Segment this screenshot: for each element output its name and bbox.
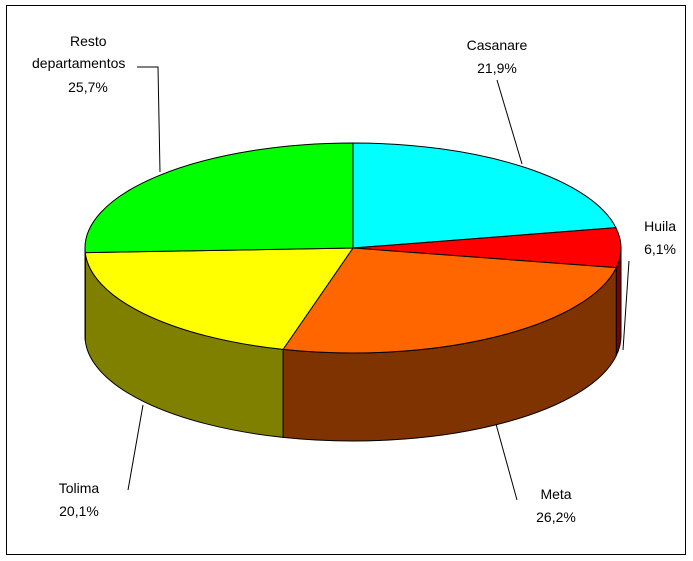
pie-tops — [84, 142, 622, 354]
label-huila-name: Huila — [644, 218, 676, 234]
label-resto-value: 25,7% — [68, 79, 108, 95]
pie-slice-resto-departamentos — [84, 142, 354, 254]
leader-line-huila — [622, 260, 630, 351]
label-tolima-name: Tolima — [59, 480, 100, 496]
pie-slice-casanare — [352, 142, 617, 249]
leader-line-resto — [137, 66, 161, 173]
label-casanare-name: Casanare — [467, 37, 528, 53]
leader-line-meta — [495, 423, 518, 501]
label-huila-value: 6,1% — [644, 241, 676, 257]
label-meta-name: Meta — [540, 486, 571, 502]
label-tolima-value: 20,1% — [59, 503, 99, 519]
leader-lines — [127, 66, 630, 501]
label-meta-value: 26,2% — [536, 509, 576, 525]
leader-line-casanare — [496, 79, 523, 165]
label-resto-line2: departamentos — [32, 55, 125, 71]
pie-slice-meta — [282, 247, 618, 354]
leader-line-tolima — [127, 404, 144, 491]
pie-slice-tolima — [84, 247, 354, 350]
label-casanare-value: 21,9% — [477, 60, 517, 76]
label-resto-line1: Resto — [70, 33, 107, 49]
